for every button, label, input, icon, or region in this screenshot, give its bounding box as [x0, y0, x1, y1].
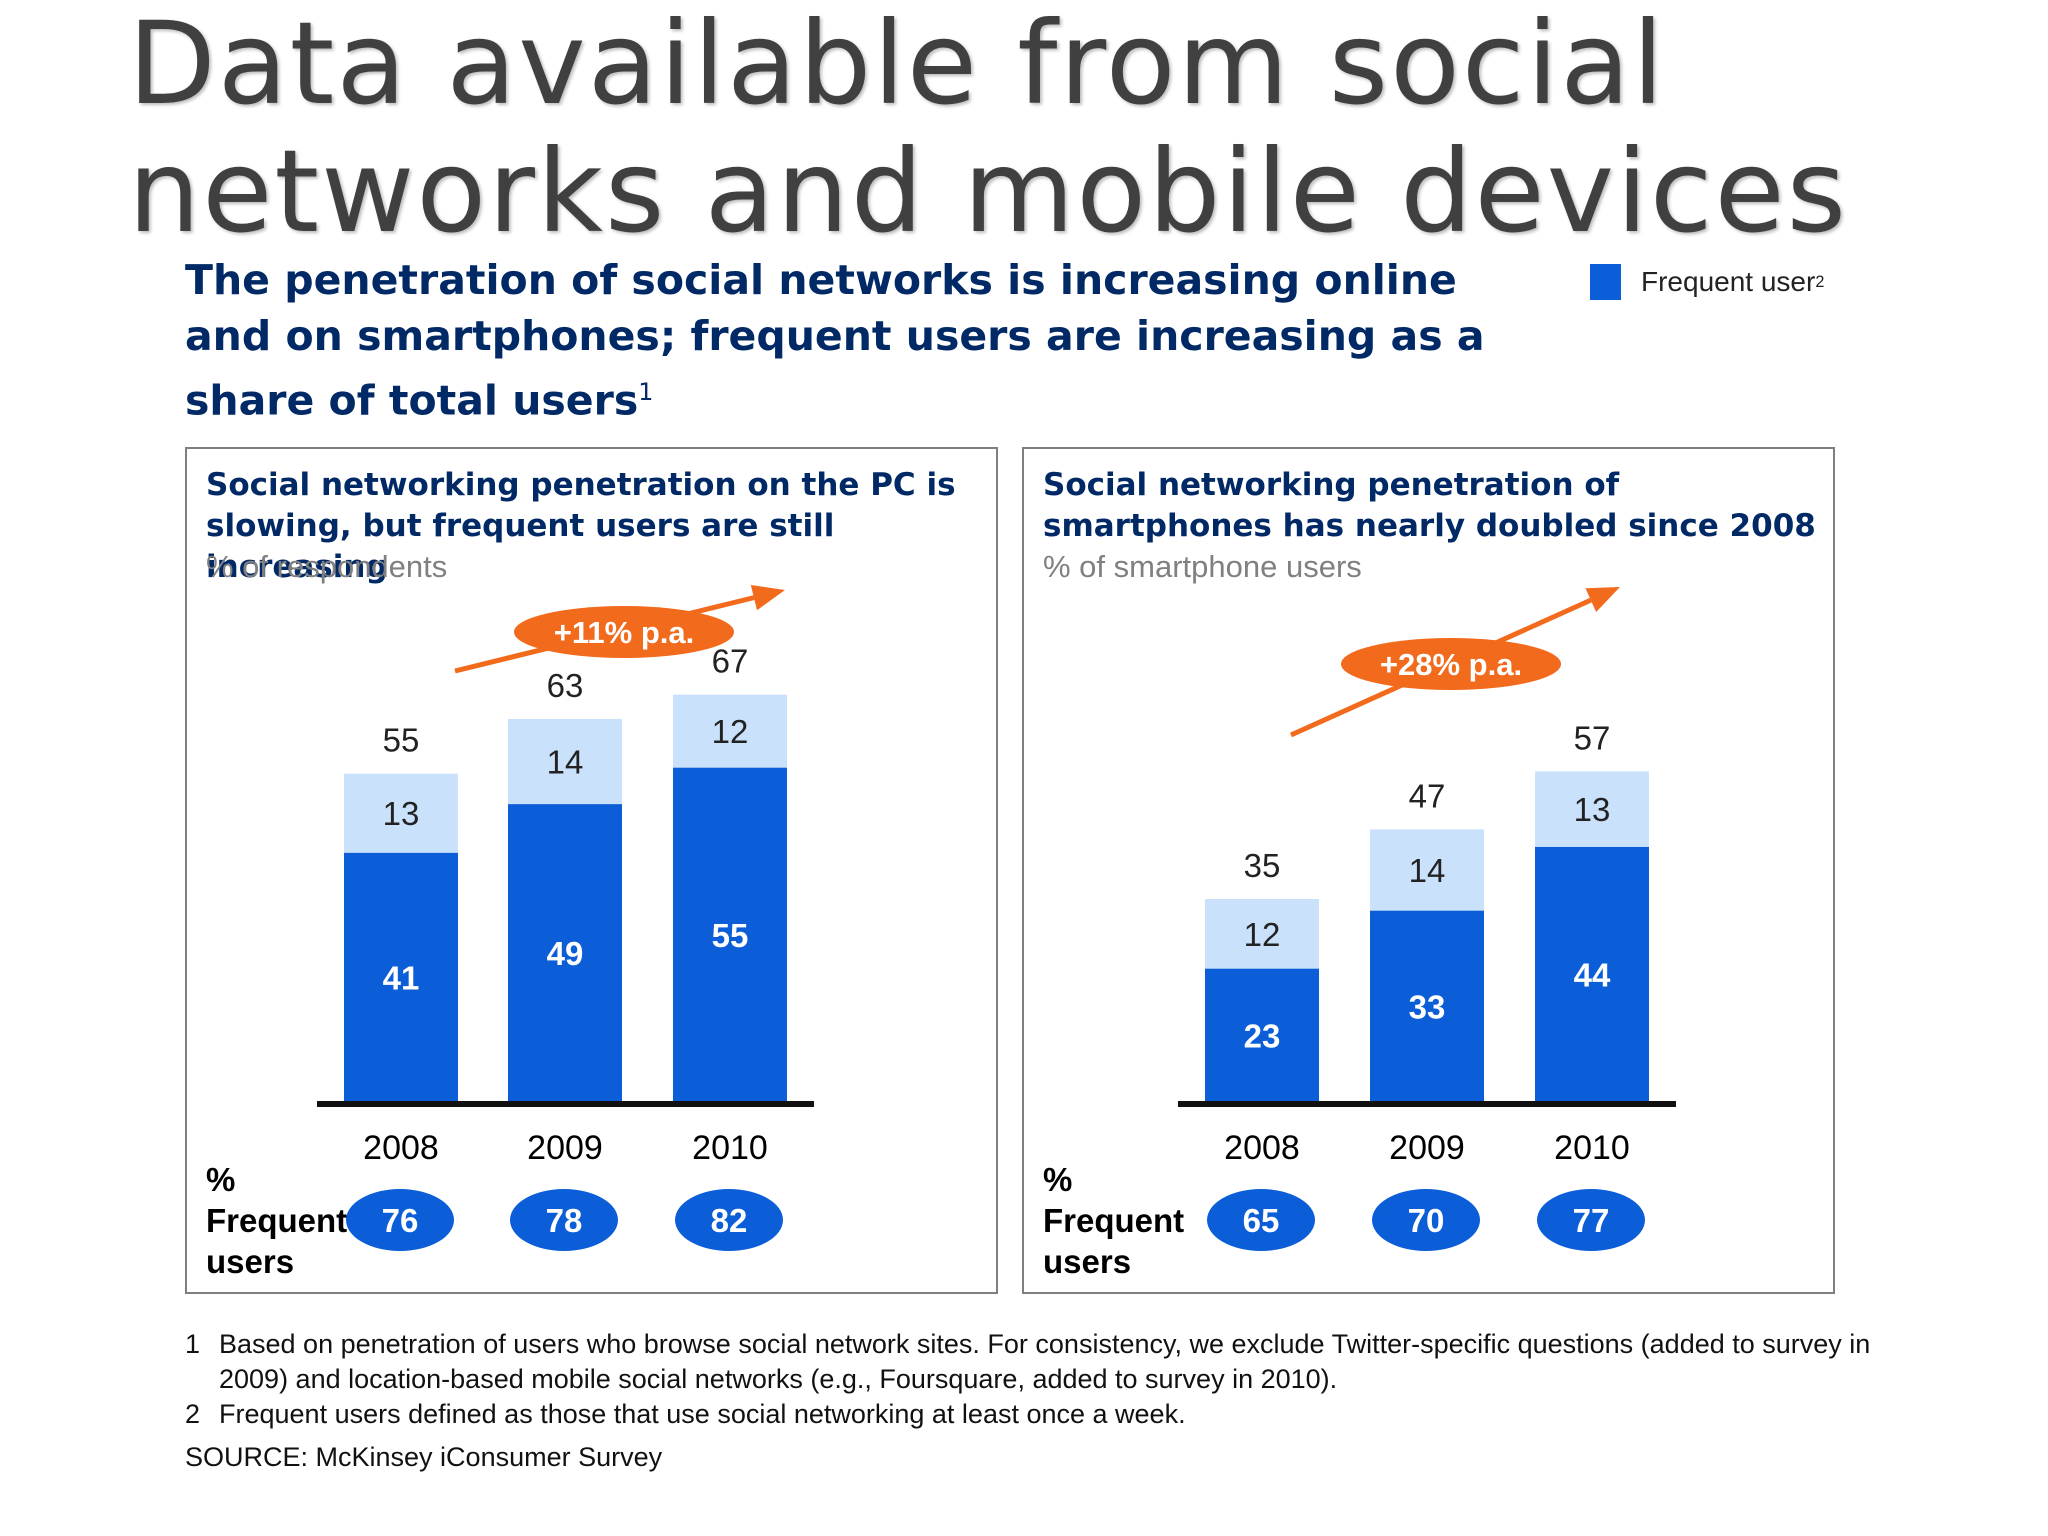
bar-label-frequent: 23 [1244, 1017, 1281, 1054]
footnote-number: 2 [185, 1399, 201, 1429]
footnotes: 1 Based on penetration of users who brow… [185, 1327, 1945, 1475]
chart-smartphone: 23 12 35 2008 65 33 14 47 2009 70 44 13 57 2010 77 +28%… [1178, 587, 1676, 1251]
frequent-share-value: 77 [1573, 1202, 1610, 1239]
chart-panel-smartphone: Social networking penetration of smartph… [1022, 447, 1835, 1294]
frequent-share-pill [675, 1189, 783, 1251]
page-title: Data available from social networks and … [128, 0, 1849, 258]
bar-label-frequent: 44 [1574, 956, 1611, 993]
footnote-2: 2 Frequent users defined as those that u… [185, 1397, 1945, 1432]
bar-label-other: 14 [1409, 852, 1446, 889]
bar-label-frequent: 33 [1409, 988, 1446, 1025]
footnote-text: Frequent users defined as those that use… [219, 1399, 1186, 1429]
frequent-share-value: 82 [711, 1202, 748, 1239]
bar-label-other: 14 [547, 744, 584, 781]
bar-frequent [673, 767, 787, 1102]
x-tick-label: 2010 [1554, 1129, 1630, 1167]
legend-label: Frequent user [1641, 266, 1816, 297]
x-tick-label: 2009 [527, 1129, 603, 1167]
frequent-users-label: % Frequent users [1043, 1159, 1184, 1282]
bar-frequent [1370, 910, 1484, 1102]
frequent-share-value: 78 [546, 1202, 583, 1239]
frequent-share-pill [510, 1189, 618, 1251]
frequent-users-label-line: Frequent [1043, 1202, 1185, 1239]
bar-other [1205, 899, 1319, 969]
bar-total-label: 35 [1244, 847, 1281, 884]
frequent-share-value: 70 [1408, 1202, 1445, 1239]
bar-frequent [344, 852, 458, 1102]
frequent-share-pill [346, 1189, 454, 1251]
bar-frequent [508, 804, 622, 1102]
frequent-share-pill [1537, 1189, 1645, 1251]
frequent-users-label-line: % [206, 1161, 236, 1198]
chart-title: Social networking penetration of smartph… [1043, 467, 1816, 544]
bar-label-frequent: 41 [383, 959, 420, 996]
bar-total-label: 63 [547, 667, 584, 704]
bar-label-other: 12 [1244, 916, 1281, 953]
bar-total-label: 55 [383, 722, 420, 759]
growth-arrow-head [1585, 587, 1620, 612]
bar-other [508, 718, 622, 805]
footnote-number: 1 [185, 1329, 201, 1359]
chart-pc: 41 13 55 2008 76 49 14 63 2009 78 55 12 67 2010 82 +11%… [317, 585, 814, 1251]
frequent-share-value: 65 [1243, 1202, 1280, 1239]
bar-label-other: 13 [1574, 791, 1611, 828]
bar-label-frequent: 49 [547, 935, 584, 972]
bar-total-label: 67 [712, 643, 749, 680]
x-tick-label: 2008 [1224, 1129, 1300, 1167]
subtitle-text: The penetration of social networks is in… [185, 256, 1485, 425]
growth-rate-badge [1341, 638, 1561, 690]
legend: Frequent user 2 [1590, 264, 1824, 300]
bar-total-label: 57 [1574, 719, 1611, 756]
frequent-share-pill [1372, 1189, 1480, 1251]
legend-footnote-mark: 2 [1815, 272, 1825, 291]
bar-label-frequent: 55 [712, 917, 749, 954]
frequent-users-label-line: Frequent [206, 1202, 348, 1239]
x-tick-label: 2009 [1389, 1129, 1465, 1167]
growth-rate-label: +11% p.a. [554, 615, 694, 650]
frequent-users-label-line: users [206, 1243, 295, 1280]
growth-rate-badge [514, 606, 734, 658]
frequent-users-label-line: users [1043, 1243, 1132, 1280]
chart-unit-label: % of respondents [206, 549, 448, 584]
source-note: SOURCE: McKinsey iConsumer Survey [185, 1442, 663, 1472]
legend-swatch [1590, 264, 1621, 300]
bar-frequent [1535, 846, 1649, 1102]
footnote-text: Based on penetration of users who browse… [219, 1329, 1871, 1394]
bar-label-other: 12 [712, 713, 749, 750]
chart-panel-pc: Social networking penetration on the PC … [185, 447, 998, 1294]
bar-other [1535, 771, 1649, 847]
growth-rate-label: +28% p.a. [1380, 647, 1522, 682]
subtitle-footnote-mark: 1 [638, 378, 654, 406]
growth-arrow-head [750, 585, 785, 611]
chart-unit-label: % of smartphone users [1043, 549, 1362, 584]
frequent-share-pill [1207, 1189, 1315, 1251]
bar-other [673, 694, 787, 768]
bar-other [1370, 829, 1484, 911]
bar-total-label: 47 [1409, 777, 1446, 814]
frequent-users-label: % Frequent users [206, 1159, 347, 1282]
frequent-users-label-line: % [1043, 1161, 1073, 1198]
subtitle: The penetration of social networks is in… [185, 252, 1485, 429]
footnote-1: 1 Based on penetration of users who brow… [185, 1327, 1945, 1397]
x-tick-label: 2008 [363, 1129, 439, 1167]
frequent-share-value: 76 [382, 1202, 419, 1239]
bar-label-other: 13 [383, 795, 420, 832]
bar-other [344, 773, 458, 853]
chart-title: Social networking penetration on the PC … [206, 467, 956, 585]
x-tick-label: 2010 [692, 1129, 768, 1167]
bar-frequent [1205, 968, 1319, 1102]
